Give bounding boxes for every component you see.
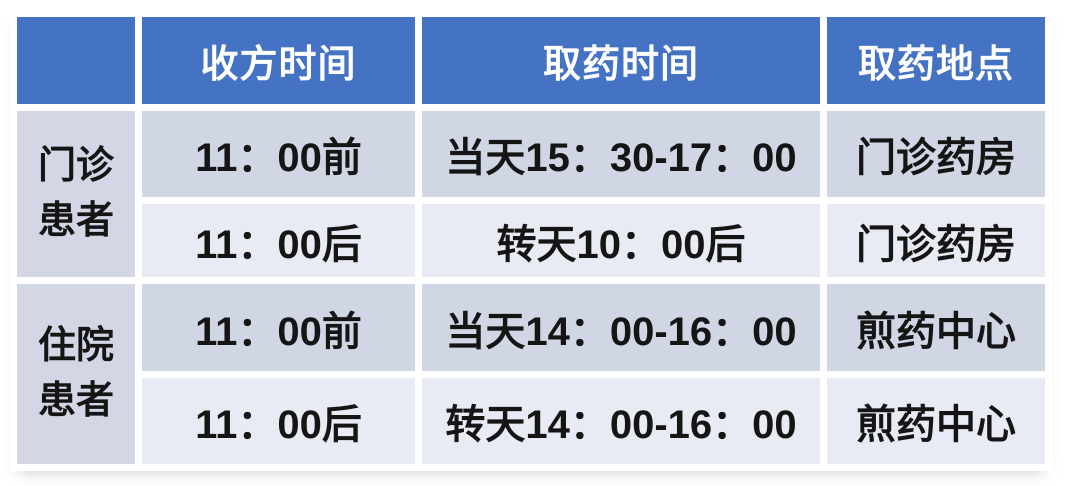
table-row: 住院患者 11：00前 当天14：00-16：00 煎药中心 — [17, 284, 1045, 464]
row-group-label-outpatient: 门诊患者 — [17, 111, 135, 277]
cell-pickup-time: 转天14：00-16：00 — [422, 378, 820, 464]
table-row: 门诊患者 11：00前 当天15：30-17：00 门诊药房 — [17, 111, 1045, 277]
cell-pickup-time: 当天15：30-17：00 — [422, 111, 820, 197]
table-row: 11：00后 转天10：00后 门诊药房 — [17, 204, 1045, 277]
cell-pickup-location: 煎药中心 — [827, 378, 1045, 464]
cell-pickup-time: 转天10：00后 — [422, 204, 820, 277]
cell-pickup-time: 当天14：00-16：00 — [422, 284, 820, 371]
header-cell-receive-time: 收方时间 — [142, 17, 415, 104]
header-cell-corner — [17, 17, 135, 104]
pickup-schedule-table: 收方时间 取药时间 取药地点 门诊患者 11：00前 当天15：30-17：00… — [10, 10, 1052, 471]
cell-receive-time: 11：00后 — [142, 378, 415, 464]
cell-pickup-location: 门诊药房 — [827, 204, 1045, 277]
table-header-row: 收方时间 取药时间 取药地点 — [17, 17, 1045, 104]
cell-receive-time: 11：00前 — [142, 284, 415, 371]
header-cell-pickup-time: 取药时间 — [422, 17, 820, 104]
header-cell-pickup-location: 取药地点 — [827, 17, 1045, 104]
row-group-label-inpatient: 住院患者 — [17, 284, 135, 464]
cell-pickup-location: 门诊药房 — [827, 111, 1045, 197]
cell-receive-time: 11：00后 — [142, 204, 415, 277]
cell-pickup-location: 煎药中心 — [827, 284, 1045, 371]
cell-receive-time: 11：00前 — [142, 111, 415, 197]
table-row: 11：00后 转天14：00-16：00 煎药中心 — [17, 378, 1045, 464]
